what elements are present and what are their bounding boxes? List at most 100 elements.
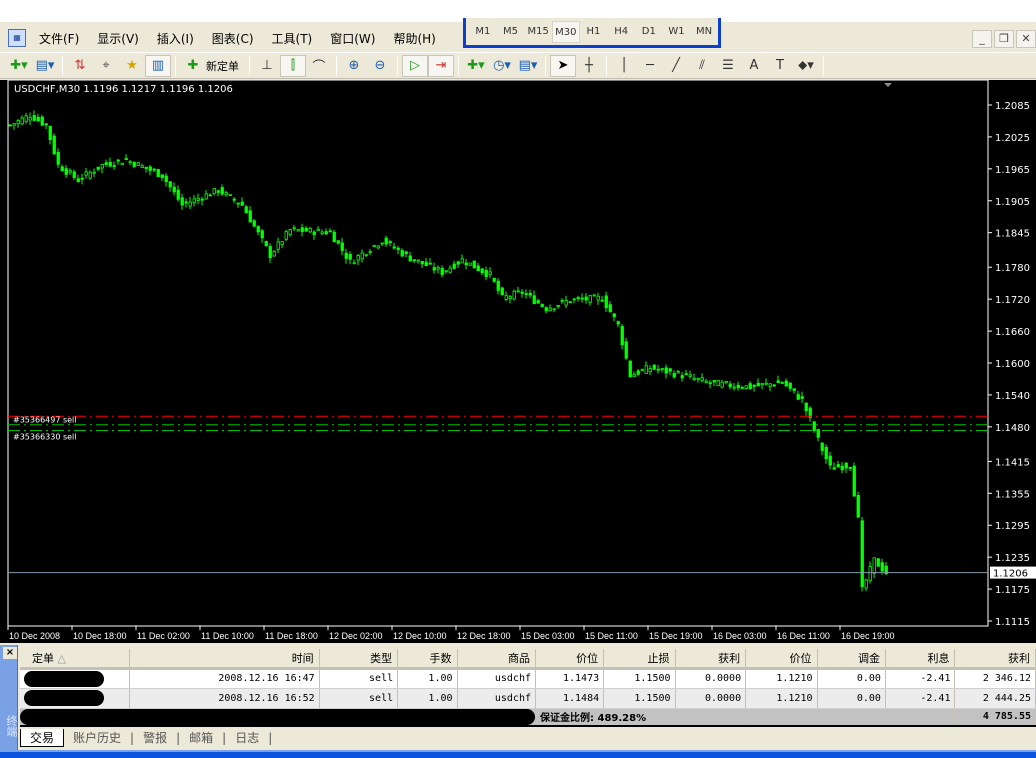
total-profit: 4 785.55: [954, 708, 1036, 727]
col-tp[interactable]: 获利: [675, 649, 747, 670]
horizontal-line-icon[interactable]: ─: [646, 58, 654, 73]
chart-shift-icon[interactable]: ⇥: [428, 54, 454, 77]
tab-mailbox[interactable]: 邮箱: [189, 731, 214, 745]
candle-body: [520, 291, 524, 294]
candle-body: [856, 495, 860, 518]
cell-current-price: 1.1210: [745, 688, 818, 709]
menu-insert[interactable]: 插入(I): [156, 31, 194, 46]
candle-body: [528, 292, 532, 296]
candle-body: [420, 260, 424, 265]
text-icon[interactable]: A: [749, 58, 759, 73]
auto-scroll-icon[interactable]: ▷: [402, 54, 428, 77]
candlestick-icon[interactable]: ⫿: [280, 54, 306, 77]
market-watch-icon[interactable]: ⇅: [74, 58, 86, 73]
restore-button[interactable]: ❐: [994, 30, 1014, 48]
minimize-button[interactable]: _: [972, 30, 992, 48]
candle-body: [832, 467, 836, 470]
cell-time: 2008.12.16 16:52: [129, 688, 320, 709]
trendline-icon[interactable]: ╱: [672, 58, 680, 73]
candle-body: [360, 252, 364, 260]
col-type[interactable]: 类型: [319, 649, 399, 670]
candle-body: [696, 377, 700, 380]
menu-window[interactable]: 窗口(W): [330, 31, 376, 46]
zoom-out-icon[interactable]: ⊖: [374, 58, 386, 73]
table-row[interactable]: 2008.12.16 16:52 sell 1.00 usdchf 1.1484…: [20, 688, 1036, 709]
col-price[interactable]: 价位: [535, 649, 605, 670]
candle-body: [624, 341, 628, 359]
new-order-button[interactable]: 新定单: [206, 59, 239, 73]
line-chart-icon[interactable]: ⌒: [312, 60, 326, 75]
candle-body: [468, 262, 472, 266]
timeframe-m30[interactable]: M30: [551, 20, 580, 43]
candle-body: [116, 159, 120, 162]
candle-body: [200, 198, 204, 201]
tab-journal[interactable]: 日志: [235, 731, 260, 745]
metatrader-chart-icon[interactable]: ▦: [8, 29, 26, 47]
candlestick-chart[interactable]: 1.2085 1.2025 1.1965 1.1905 1.1845 1.1780 1.17…: [0, 80, 1036, 643]
col-swap[interactable]: 利息: [885, 649, 956, 670]
candle-body: [292, 227, 296, 230]
menu-view[interactable]: 显示(V): [97, 31, 139, 46]
col-sl[interactable]: 止损: [603, 649, 676, 670]
tab-trade[interactable]: 交易: [20, 729, 65, 747]
data-window-icon[interactable]: ⌖: [102, 58, 110, 73]
timeframe-w1[interactable]: W1: [668, 25, 685, 37]
crosshair-icon[interactable]: ┼: [585, 58, 593, 73]
vertical-line-icon[interactable]: │: [620, 58, 628, 73]
navigator-icon[interactable]: ★: [126, 58, 138, 73]
profiles-icon[interactable]: ▤▾: [35, 58, 55, 73]
text-label-icon[interactable]: T: [776, 58, 784, 73]
menu-charts[interactable]: 图表(C): [211, 31, 254, 46]
terminal-icon[interactable]: ▥: [145, 54, 171, 77]
cursor-icon[interactable]: ➤: [550, 54, 576, 77]
candle-body: [352, 262, 356, 265]
templates-icon[interactable]: ▤▾: [518, 58, 538, 73]
menu-file[interactable]: 文件(F): [39, 31, 80, 46]
col-lots[interactable]: 手数: [397, 649, 458, 670]
col-order[interactable]: 定单 △: [20, 649, 131, 670]
close-button[interactable]: ✕: [1016, 30, 1036, 48]
bar-chart-icon[interactable]: ⊥: [261, 58, 273, 73]
candle-body: [224, 192, 228, 196]
tab-alerts[interactable]: 警报: [143, 731, 168, 745]
plot-frame: [7, 80, 989, 627]
margin-level: 保证金比例: 489.28%: [535, 708, 747, 727]
timeframe-m1[interactable]: M1: [475, 25, 491, 37]
menu-tools[interactable]: 工具(T): [271, 31, 313, 46]
col-current-price[interactable]: 价位: [745, 649, 818, 670]
candle-body: [760, 383, 764, 386]
col-commission[interactable]: 调金: [817, 649, 886, 670]
candle-body: [320, 231, 324, 235]
new-order-icon[interactable]: ✚: [187, 58, 199, 73]
candle-body: [348, 253, 352, 260]
candle-body: [772, 384, 776, 387]
y-tick-label: 1.1355: [995, 489, 1030, 500]
y-tick-label: 1.1480: [995, 423, 1030, 434]
price-chart[interactable]: 1.2085 1.2025 1.1965 1.1905 1.1845 1.1780 1.17…: [0, 80, 1036, 643]
tab-account-history[interactable]: 账户历史: [73, 731, 122, 745]
separator: [175, 55, 176, 76]
timeframe-mn[interactable]: MN: [696, 25, 713, 37]
toolbar: ✚▾ ▤▾ ⇅ ⌖ ★ ▥ ✚ 新定单 ⊥ ⫿ ⌒ ⊕ ⊖ ▷ ⇥ ✚▾ ◷▾ …: [0, 52, 1036, 79]
equidistant-channel-icon[interactable]: ⫽: [699, 58, 705, 73]
zoom-in-icon[interactable]: ⊕: [348, 58, 360, 73]
candle-body: [488, 271, 492, 275]
col-time[interactable]: 时间: [129, 649, 320, 670]
close-terminal-button[interactable]: ×: [3, 647, 17, 659]
menu-help[interactable]: 帮助(H): [393, 31, 436, 46]
timeframe-d1[interactable]: D1: [641, 25, 656, 37]
timeframe-m5[interactable]: M5: [502, 25, 518, 37]
col-symbol[interactable]: 商品: [457, 649, 537, 670]
new-chart-icon[interactable]: ✚▾: [10, 58, 28, 73]
candle-body: [264, 240, 268, 247]
table-row[interactable]: 2008.12.16 16:47 sell 1.00 usdchf 1.1473…: [20, 668, 1036, 689]
periods-clock-icon[interactable]: ◷▾: [493, 58, 511, 73]
timeframe-h1[interactable]: H1: [586, 25, 601, 37]
timeframe-h4[interactable]: H4: [614, 25, 629, 37]
fibonacci-icon[interactable]: ☰: [722, 58, 734, 73]
col-profit[interactable]: 获利: [954, 649, 1036, 670]
indicators-icon[interactable]: ✚▾: [467, 58, 485, 73]
timeframe-m15[interactable]: M15: [527, 25, 549, 37]
arrows-icon[interactable]: ⬥▾: [798, 58, 814, 73]
candle-body: [24, 115, 28, 122]
